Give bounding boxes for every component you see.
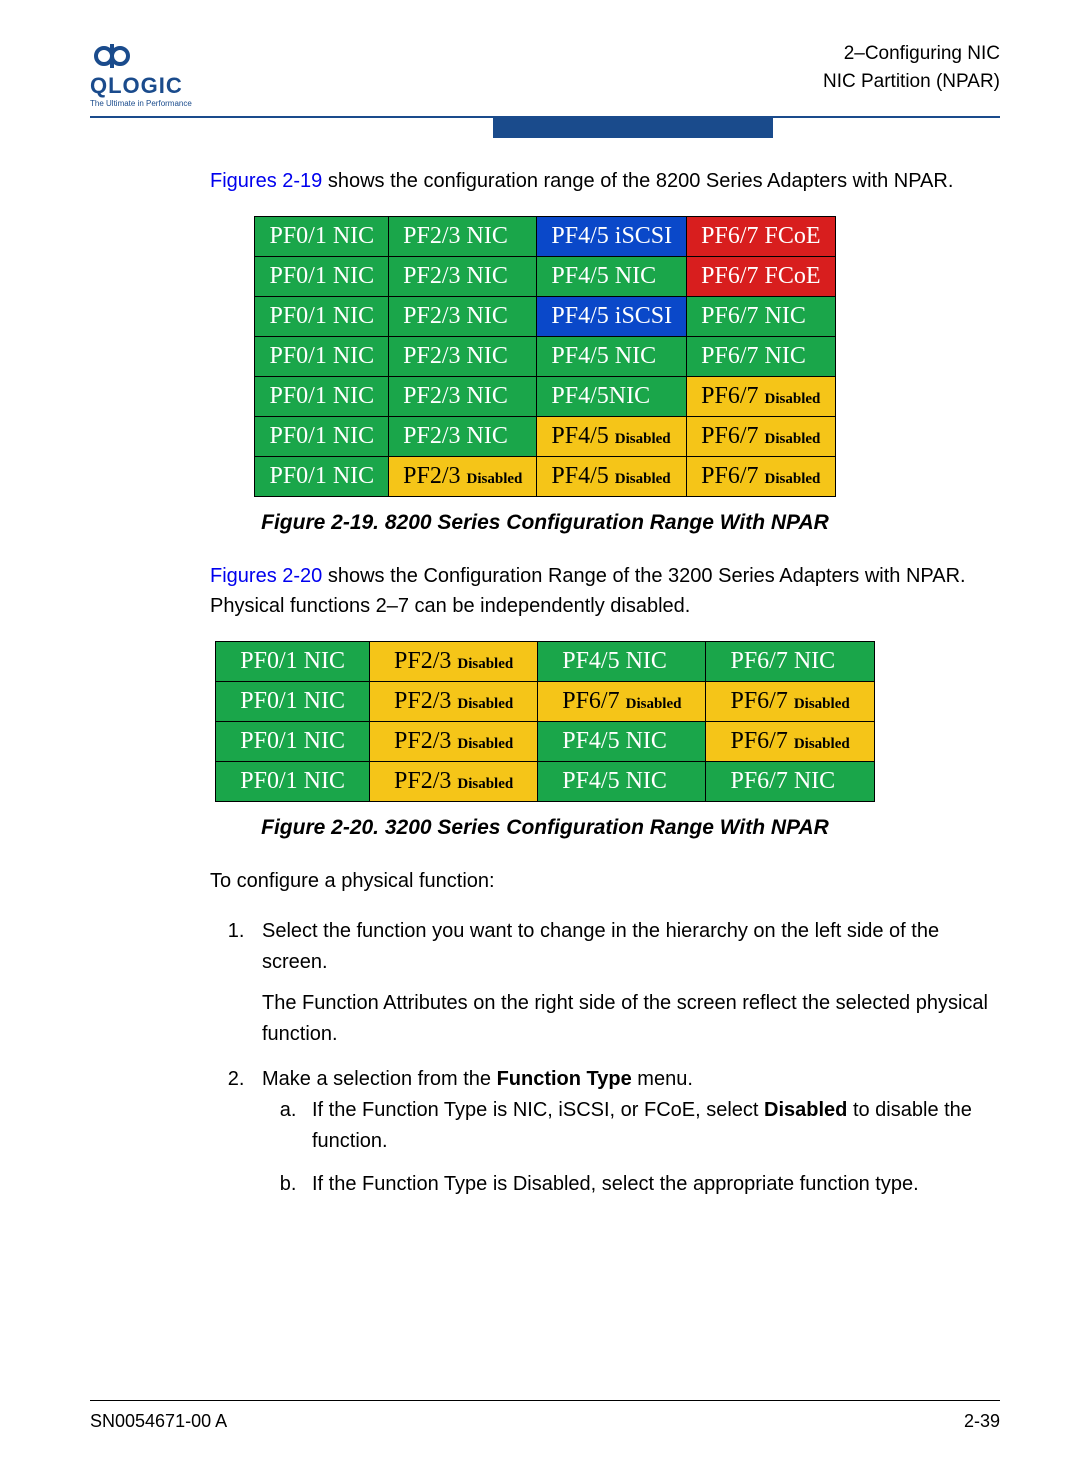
logo: QLOGIC The Ultimate in Performance (90, 40, 210, 108)
table-row: PF0/1 NICPF2/3 DisabledPF4/5 NICPF6/7 Di… (216, 722, 874, 762)
table-cell: PF6/7 Disabled (538, 682, 706, 722)
table-cell: PF6/7 FCoE (687, 257, 835, 297)
table-row: PF0/1 NICPF2/3 NICPF4/5 DisabledPF6/7 Di… (255, 417, 835, 457)
caption-2-19: Figure 2-19. 8200 Series Configuration R… (90, 511, 1000, 535)
table-cell: PF4/5 NIC (537, 257, 687, 297)
table-8200-config: PF0/1 NICPF2/3 NICPF4/5 iSCSIPF6/7 FCoEP… (254, 216, 835, 497)
step-1-note: The Function Attributes on the right sid… (262, 988, 1000, 1050)
footer-docnum: SN0054671-00 A (90, 1411, 227, 1432)
table-cell: PF4/5 Disabled (537, 457, 687, 497)
table-cell: PF6/7 Disabled (687, 457, 835, 497)
table-row: PF0/1 NICPF2/3 DisabledPF6/7 DisabledPF6… (216, 682, 874, 722)
table-cell: PF2/3 NIC (389, 217, 537, 257)
procedure-intro: To configure a physical function: (210, 866, 980, 896)
table-cell: PF6/7 Disabled (706, 722, 874, 762)
table-cell: PF4/5 iSCSI (537, 217, 687, 257)
table-row: PF0/1 NICPF2/3 NICPF4/5 iSCSIPF6/7 NIC (255, 297, 835, 337)
table-row: PF0/1 NICPF2/3 NICPF4/5 NICPF6/7 NIC (255, 337, 835, 377)
table-cell: PF6/7 FCoE (687, 217, 835, 257)
table-row: PF0/1 NICPF2/3 DisabledPF4/5 NICPF6/7 NI… (216, 762, 874, 802)
table-cell: PF0/1 NIC (255, 457, 389, 497)
table-3200-config: PF0/1 NICPF2/3 DisabledPF4/5 NICPF6/7 NI… (215, 641, 874, 802)
substep-a: If the Function Type is NIC, iSCSI, or F… (302, 1095, 1000, 1157)
table-cell: PF2/3 NIC (389, 377, 537, 417)
table-cell: PF6/7 NIC (687, 297, 835, 337)
header-text: 2–Configuring NIC NIC Partition (NPAR) (823, 40, 1000, 95)
header-line2: NIC Partition (NPAR) (823, 68, 1000, 96)
header-rule (90, 116, 1000, 138)
table-row: PF0/1 NICPF2/3 DisabledPF4/5 DisabledPF6… (255, 457, 835, 497)
table-cell: PF4/5 NIC (537, 337, 687, 377)
table-cell: PF4/5 NIC (538, 642, 706, 682)
table-cell: PF0/1 NIC (255, 257, 389, 297)
table-cell: PF2/3 NIC (389, 297, 537, 337)
procedure-steps: Select the function you want to change i… (210, 916, 1000, 1200)
figure-ref-2-20: Figures 2-20 (210, 565, 322, 587)
table-cell: PF0/1 NIC (255, 417, 389, 457)
table-cell: PF0/1 NIC (216, 762, 370, 802)
table-cell: PF6/7 NIC (687, 337, 835, 377)
table-cell: PF6/7 Disabled (687, 417, 835, 457)
table-cell: PF4/5NIC (537, 377, 687, 417)
table-row: PF0/1 NICPF2/3 DisabledPF4/5 NICPF6/7 NI… (216, 642, 874, 682)
table-cell: PF0/1 NIC (216, 642, 370, 682)
table-cell: PF0/1 NIC (255, 297, 389, 337)
page-header: QLOGIC The Ultimate in Performance 2–Con… (90, 40, 1000, 108)
step-2: Make a selection from the Function Type … (250, 1064, 1000, 1200)
table-cell: PF2/3 NIC (389, 257, 537, 297)
footer-pagenum: 2-39 (964, 1411, 1000, 1432)
logo-icon (90, 40, 150, 68)
header-line1: 2–Configuring NIC (823, 40, 1000, 68)
table-cell: PF0/1 NIC (255, 337, 389, 377)
table-cell: PF2/3 Disabled (389, 457, 537, 497)
table-row: PF0/1 NICPF2/3 NICPF4/5 iSCSIPF6/7 FCoE (255, 217, 835, 257)
figure-ref-2-19: Figures 2-19 (210, 170, 322, 192)
table-cell: PF0/1 NIC (255, 217, 389, 257)
table-cell: PF0/1 NIC (216, 682, 370, 722)
table-cell: PF4/5 NIC (538, 762, 706, 802)
page-footer: SN0054671-00 A 2-39 (90, 1400, 1000, 1432)
table-cell: PF2/3 Disabled (370, 642, 538, 682)
step-2-substeps: If the Function Type is NIC, iSCSI, or F… (262, 1095, 1000, 1200)
table-cell: PF2/3 Disabled (370, 762, 538, 802)
table-cell: PF4/5 iSCSI (537, 297, 687, 337)
table-cell: PF6/7 NIC (706, 762, 874, 802)
logo-tagline: The Ultimate in Performance (90, 99, 210, 108)
paragraph-1: Figures 2-19 shows the configuration ran… (210, 166, 980, 196)
table-cell: PF2/3 NIC (389, 417, 537, 457)
step-1: Select the function you want to change i… (250, 916, 1000, 1050)
table-row: PF0/1 NICPF2/3 NICPF4/5 NICPF6/7 FCoE (255, 257, 835, 297)
table-cell: PF6/7 Disabled (706, 682, 874, 722)
paragraph-2: Figures 2-20 shows the Configuration Ran… (210, 561, 980, 621)
table-cell: PF2/3 Disabled (370, 682, 538, 722)
table-cell: PF0/1 NIC (216, 722, 370, 762)
table-cell: PF2/3 NIC (389, 337, 537, 377)
table-cell: PF4/5 NIC (538, 722, 706, 762)
table-cell: PF6/7 NIC (706, 642, 874, 682)
logo-text: QLOGIC (90, 73, 210, 99)
table-cell: PF6/7 Disabled (687, 377, 835, 417)
substep-b: If the Function Type is Disabled, select… (302, 1169, 1000, 1200)
table-row: PF0/1 NICPF2/3 NICPF4/5NICPF6/7 Disabled (255, 377, 835, 417)
table-cell: PF2/3 Disabled (370, 722, 538, 762)
caption-2-20: Figure 2-20. 3200 Series Configuration R… (90, 816, 1000, 840)
table-cell: PF4/5 Disabled (537, 417, 687, 457)
table-cell: PF0/1 NIC (255, 377, 389, 417)
